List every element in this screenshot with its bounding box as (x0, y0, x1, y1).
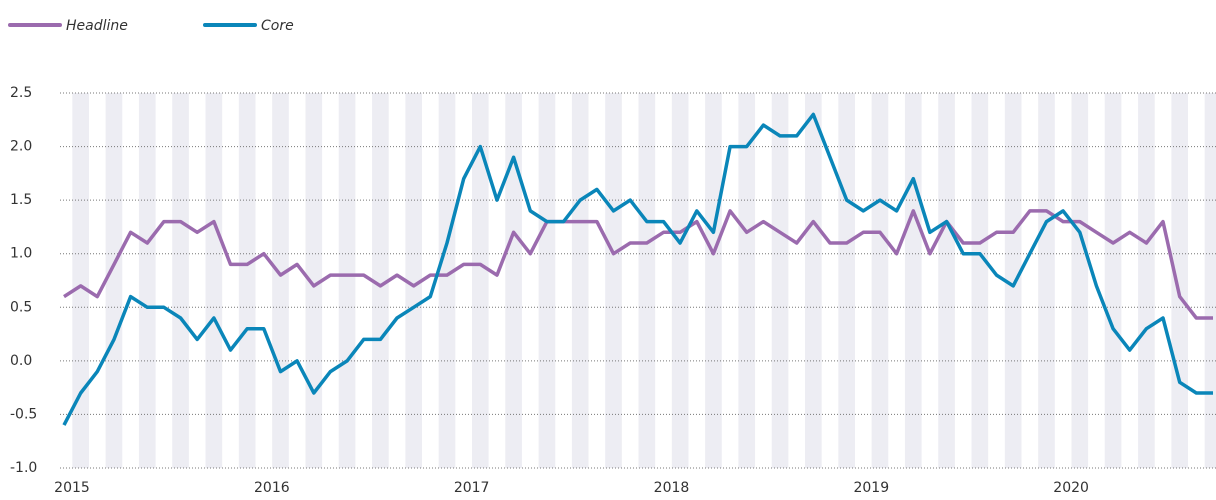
month-stripe (1038, 93, 1055, 468)
month-stripe (205, 93, 223, 468)
series-line (63, 209, 1213, 320)
month-stripe (72, 93, 89, 468)
y-tick-label: -0.5 (10, 406, 37, 422)
month-stripe (805, 93, 822, 468)
month-stripe (838, 93, 855, 468)
y-tick-label: 1.0 (10, 246, 32, 262)
month-stripe (172, 93, 189, 468)
month-stripe (238, 93, 256, 468)
month-stripe (438, 93, 456, 468)
month-stripe (671, 93, 689, 468)
legend-label: Core (261, 18, 294, 34)
month-stripe (1071, 93, 1089, 468)
y-tick-label: 2.0 (10, 139, 32, 155)
month-stripe (605, 93, 622, 468)
month-stripe (105, 93, 123, 468)
month-stripe (571, 93, 589, 468)
month-stripe (638, 93, 656, 468)
x-tick-label: 2016 (254, 480, 290, 496)
month-stripe (871, 93, 889, 468)
month-stripe (1004, 93, 1022, 468)
month-stripe (1104, 93, 1122, 468)
month-stripe (305, 93, 323, 468)
month-stripe (1138, 93, 1155, 468)
month-stripe (971, 93, 989, 468)
x-tick-label: 2015 (54, 480, 90, 496)
y-tick-label: 0.5 (10, 299, 32, 315)
x-tick-label: 2018 (654, 480, 690, 496)
month-stripe (272, 93, 289, 468)
month-stripe (471, 93, 489, 468)
x-tick-label: 2020 (1053, 480, 1089, 496)
x-tick-label: 2017 (454, 480, 490, 496)
month-stripe (904, 93, 922, 468)
month-stripe (1204, 93, 1216, 468)
month-stripe (505, 93, 522, 468)
month-stripe (1171, 93, 1189, 468)
month-stripe (705, 93, 722, 468)
y-tick-label: 2.5 (10, 85, 32, 101)
month-stripe (372, 93, 389, 468)
x-tick-label: 2019 (853, 480, 889, 496)
month-stripe (538, 93, 556, 468)
y-tick-label: 1.5 (10, 192, 32, 208)
y-tick-label: -1.0 (10, 460, 37, 476)
month-stripe (338, 93, 356, 468)
legend-label: Headline (66, 18, 128, 34)
month-stripe (938, 93, 955, 468)
month-stripe (738, 93, 756, 468)
y-tick-label: 0.0 (10, 353, 32, 369)
series-line (62, 112, 1213, 426)
month-stripe (771, 93, 789, 468)
month-stripe (138, 93, 156, 468)
month-stripe (405, 93, 423, 468)
